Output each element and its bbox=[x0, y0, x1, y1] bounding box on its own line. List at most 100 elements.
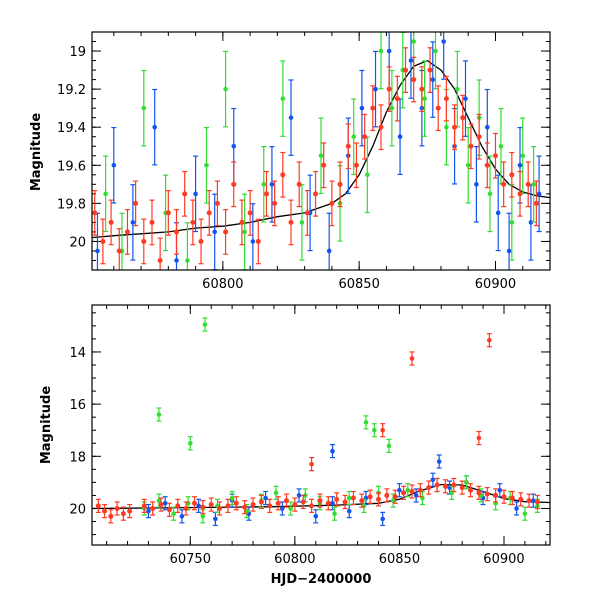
bottom-point-g bbox=[371, 423, 377, 438]
bottom-point-r bbox=[518, 492, 524, 507]
top-point-b bbox=[130, 184, 136, 261]
bottom-point-r bbox=[486, 333, 492, 348]
bottom-point-r bbox=[158, 497, 164, 512]
bottom-point-g bbox=[346, 490, 352, 506]
top-point-b bbox=[288, 79, 294, 156]
top-point-g bbox=[378, 32, 384, 90]
bottom-point-r bbox=[114, 501, 120, 516]
top-point-r bbox=[427, 47, 433, 93]
bottom-point-g bbox=[156, 493, 162, 508]
top-ytick-label: 19.6 bbox=[57, 159, 86, 174]
top-point-r bbox=[329, 180, 335, 227]
top-point-r bbox=[492, 132, 498, 179]
top-point-r bbox=[280, 151, 286, 198]
top-data-points bbox=[92, 32, 542, 270]
top-point-r bbox=[394, 75, 400, 122]
top-point-g bbox=[223, 50, 229, 128]
top-point-r bbox=[100, 218, 106, 265]
bottom-point-b bbox=[162, 496, 168, 511]
top-point-g bbox=[422, 60, 428, 137]
top-point-r bbox=[182, 170, 188, 217]
bottom-ytick-label: 14 bbox=[69, 346, 86, 361]
bottom-point-r bbox=[342, 494, 348, 510]
top-point-r bbox=[223, 209, 229, 255]
bottom-point-r bbox=[258, 494, 264, 510]
bottom-point-b bbox=[396, 483, 402, 498]
bottom-point-r bbox=[392, 489, 398, 504]
bottom-point-r bbox=[426, 480, 432, 495]
top-point-r bbox=[509, 151, 515, 198]
top-point-r bbox=[214, 180, 220, 227]
bottom-point-r bbox=[350, 490, 356, 506]
bottom-point-g bbox=[463, 475, 469, 490]
top-point-r bbox=[141, 218, 147, 265]
top-point-b bbox=[462, 60, 468, 137]
bottom-point-r bbox=[325, 496, 331, 511]
bottom-point-r bbox=[384, 488, 390, 503]
bottom-point-r bbox=[300, 494, 306, 510]
bottom-point-g bbox=[332, 506, 338, 521]
bottom-point-r bbox=[275, 496, 281, 511]
top-point-b bbox=[359, 69, 365, 147]
bottom-point-r bbox=[175, 498, 181, 513]
bottom-point-r bbox=[476, 485, 482, 500]
bottom-point-g bbox=[229, 490, 235, 506]
top-point-r bbox=[247, 190, 253, 236]
bottom-point-g bbox=[288, 501, 294, 516]
top-point-r bbox=[272, 180, 278, 227]
top-point-g bbox=[299, 184, 305, 261]
bottom-point-r bbox=[367, 489, 373, 504]
top-point-b bbox=[250, 203, 256, 270]
bottom-point-b bbox=[279, 501, 285, 516]
top-point-r bbox=[149, 199, 155, 246]
top-ytick-label: 19.4 bbox=[57, 121, 86, 136]
top-point-r bbox=[476, 113, 482, 160]
bottom-point-r bbox=[409, 351, 415, 366]
bottom-point-b bbox=[380, 511, 386, 527]
bottom-point-r bbox=[434, 477, 440, 493]
bottom-point-r bbox=[183, 501, 189, 516]
bottom-point-b bbox=[145, 503, 151, 519]
top-point-g bbox=[465, 126, 471, 204]
bottom-point-r bbox=[309, 498, 315, 513]
bottom-point-r bbox=[493, 488, 499, 503]
top-point-b bbox=[397, 98, 403, 176]
top-point-r bbox=[231, 161, 237, 208]
bottom-point-b bbox=[196, 498, 202, 513]
top-point-r bbox=[239, 199, 245, 246]
top-point-r bbox=[124, 209, 130, 255]
top-point-g bbox=[531, 146, 537, 223]
top-point-r bbox=[362, 113, 368, 160]
bottom-point-r bbox=[150, 501, 156, 516]
top-point-r bbox=[157, 237, 163, 270]
top-point-r bbox=[263, 170, 269, 217]
top-point-r bbox=[133, 180, 139, 227]
top-point-g bbox=[520, 117, 526, 195]
top-point-r bbox=[345, 123, 351, 170]
top-point-b bbox=[326, 212, 332, 270]
top-ytick-label: 19 bbox=[69, 45, 86, 60]
top-point-g bbox=[454, 50, 460, 128]
bottom-point-g bbox=[522, 506, 528, 521]
bottom-panel: Magnitude HJD−2400000 60750 60800 60850 609… bbox=[39, 304, 551, 587]
bottom-xtick-label: 60750 bbox=[170, 552, 211, 567]
top-point-b bbox=[430, 41, 436, 118]
bottom-data-points bbox=[95, 317, 540, 527]
bottom-point-r bbox=[191, 496, 197, 511]
bottom-point-r bbox=[376, 492, 382, 507]
bottom-point-r bbox=[242, 500, 248, 515]
top-ytick-label: 19.2 bbox=[57, 83, 86, 98]
top-point-g bbox=[487, 155, 493, 233]
bottom-xlabel: HJD−2400000 bbox=[271, 572, 372, 587]
top-point-r bbox=[411, 56, 417, 103]
bottom-point-r bbox=[451, 477, 457, 493]
top-ytick-label: 20 bbox=[69, 235, 86, 250]
top-ytick-label: 19.8 bbox=[57, 197, 86, 212]
top-point-r bbox=[501, 161, 507, 208]
bottom-point-g bbox=[156, 407, 162, 422]
top-point-r bbox=[255, 218, 261, 265]
bottom-point-r bbox=[225, 498, 231, 513]
bottom-point-r bbox=[108, 509, 114, 524]
top-point-r bbox=[304, 190, 310, 236]
